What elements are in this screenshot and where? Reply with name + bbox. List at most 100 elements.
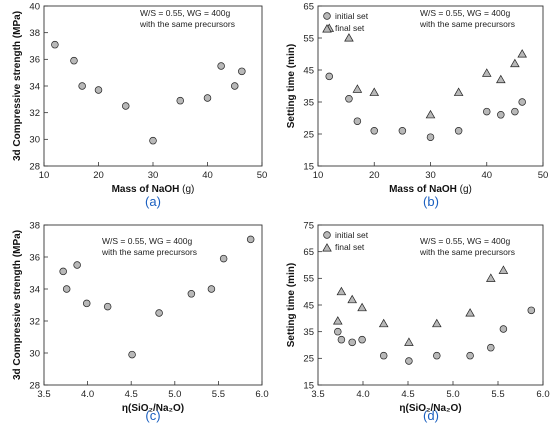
data-point [337, 335, 346, 344]
x-tick-label: 40 [202, 170, 213, 181]
data-point [332, 316, 343, 325]
panel-tag: (b) [423, 194, 439, 209]
series-initial-set [325, 72, 526, 141]
annotation-line: W/S = 0.55, WG = 400g [420, 8, 511, 18]
data-point [323, 12, 331, 20]
data-point [246, 235, 255, 244]
data-point [498, 265, 509, 274]
data-point [510, 58, 520, 68]
data-point [70, 56, 78, 65]
x-tick-label: 6.0 [255, 389, 268, 400]
y-tick-label: 34 [29, 81, 40, 92]
data-point [466, 351, 474, 360]
data-point [348, 338, 356, 347]
data-point [496, 74, 506, 84]
legend-entry: final set [335, 242, 365, 252]
x-axis-label: Mass of NaOH (g) [389, 184, 472, 195]
data-point [203, 94, 212, 102]
x-tick-label: 20 [369, 170, 380, 181]
data-point [370, 127, 379, 135]
annotation-line: with the same precursors [139, 19, 235, 29]
x-axis-label-main: η(SiO₂/Na₂O) [399, 403, 461, 414]
data-point [51, 40, 59, 49]
data-point [454, 127, 463, 135]
annotation-line: with the same precursors [419, 19, 515, 29]
data-point [176, 96, 185, 105]
y-tick-label: 15 [303, 161, 314, 172]
data-point [94, 86, 103, 94]
data-point [121, 102, 130, 110]
y-tick-label: 75 [303, 220, 314, 231]
data-point [323, 231, 331, 239]
data-point [345, 95, 353, 103]
y-tick-label: 35 [303, 97, 314, 108]
y-tick-label: 35 [303, 327, 314, 338]
y-tick-label: 38 [29, 220, 40, 231]
x-tick-label: 4.0 [356, 389, 369, 400]
data-point [398, 127, 407, 135]
x-tick-label: 5.0 [168, 389, 181, 400]
y-tick-label: 55 [303, 33, 314, 44]
x-axis-label-main: η(SiO₂/Na₂O) [122, 403, 184, 414]
data-point [378, 318, 389, 328]
y-tick-label: 25 [303, 129, 314, 140]
data-point [78, 82, 86, 90]
data-point [379, 351, 388, 360]
y-tick-label: 45 [303, 300, 314, 311]
data-point [405, 357, 413, 365]
data-point [465, 308, 475, 317]
data-point [404, 337, 414, 346]
data-point [344, 33, 354, 42]
x-tick-label: 10 [313, 170, 324, 181]
data-point [433, 351, 441, 360]
y-tick-label: 65 [303, 247, 314, 258]
data-point [238, 67, 246, 76]
data-point [517, 49, 527, 58]
y-axis-label: Setting time (min) [286, 263, 297, 347]
data-point [82, 299, 91, 308]
legend: initial set final set [322, 11, 369, 33]
data-point [187, 290, 196, 298]
x-tick-label: 5.5 [212, 389, 225, 400]
y-tick-label: 55 [303, 274, 314, 285]
y-tick-label: 30 [29, 135, 40, 146]
y-axis-label: 3d Compressive strength (MPa) [12, 230, 23, 380]
panel-tag: (d) [423, 408, 439, 423]
data-point [322, 24, 332, 33]
y-tick-label: 38 [29, 28, 40, 39]
y-tick-label: 40 [29, 1, 40, 12]
x-axis-label: η(SiO₂/Na₂O) [399, 403, 461, 414]
x-tick-label: 3.5 [37, 389, 50, 400]
x-tick-label: 30 [425, 170, 436, 181]
data-point [518, 98, 526, 106]
x-tick-label: 4.0 [81, 389, 94, 400]
data-point [59, 267, 67, 276]
y-axis-label: 3d Compressive strength (MPa) [12, 11, 23, 161]
data-point [103, 302, 112, 311]
annotation-line: W/S = 0.55, WG = 400g [102, 236, 193, 246]
legend: initial set final set [322, 230, 369, 252]
y-tick-label: 28 [29, 161, 40, 172]
data-point [231, 82, 239, 90]
data-point [426, 133, 435, 141]
y-tick-label: 30 [29, 348, 40, 359]
y-tick-label: 65 [303, 1, 314, 12]
series-final-set [332, 265, 509, 346]
y-tick-label: 28 [29, 380, 40, 391]
x-tick-label: 3.5 [311, 389, 324, 400]
data-point [369, 87, 380, 96]
panel-a: 10 20 30 40 50 28 30 32 34 36 38 40 3d Compressive s… [12, 1, 267, 209]
panel-tag: (a) [145, 194, 161, 209]
data-point [322, 243, 332, 252]
x-axis-label-unit: (g) [457, 184, 472, 195]
x-axis-label: Mass of NaOH (g) [112, 184, 195, 195]
y-tick-label: 36 [29, 252, 40, 263]
data-point [431, 318, 442, 328]
data-point [453, 87, 464, 96]
y-tick-label: 25 [303, 354, 314, 365]
x-tick-label: 10 [39, 170, 50, 181]
y-tick-label: 34 [29, 284, 40, 295]
x-tick-label: 6.0 [536, 389, 549, 400]
data-point [149, 136, 157, 145]
